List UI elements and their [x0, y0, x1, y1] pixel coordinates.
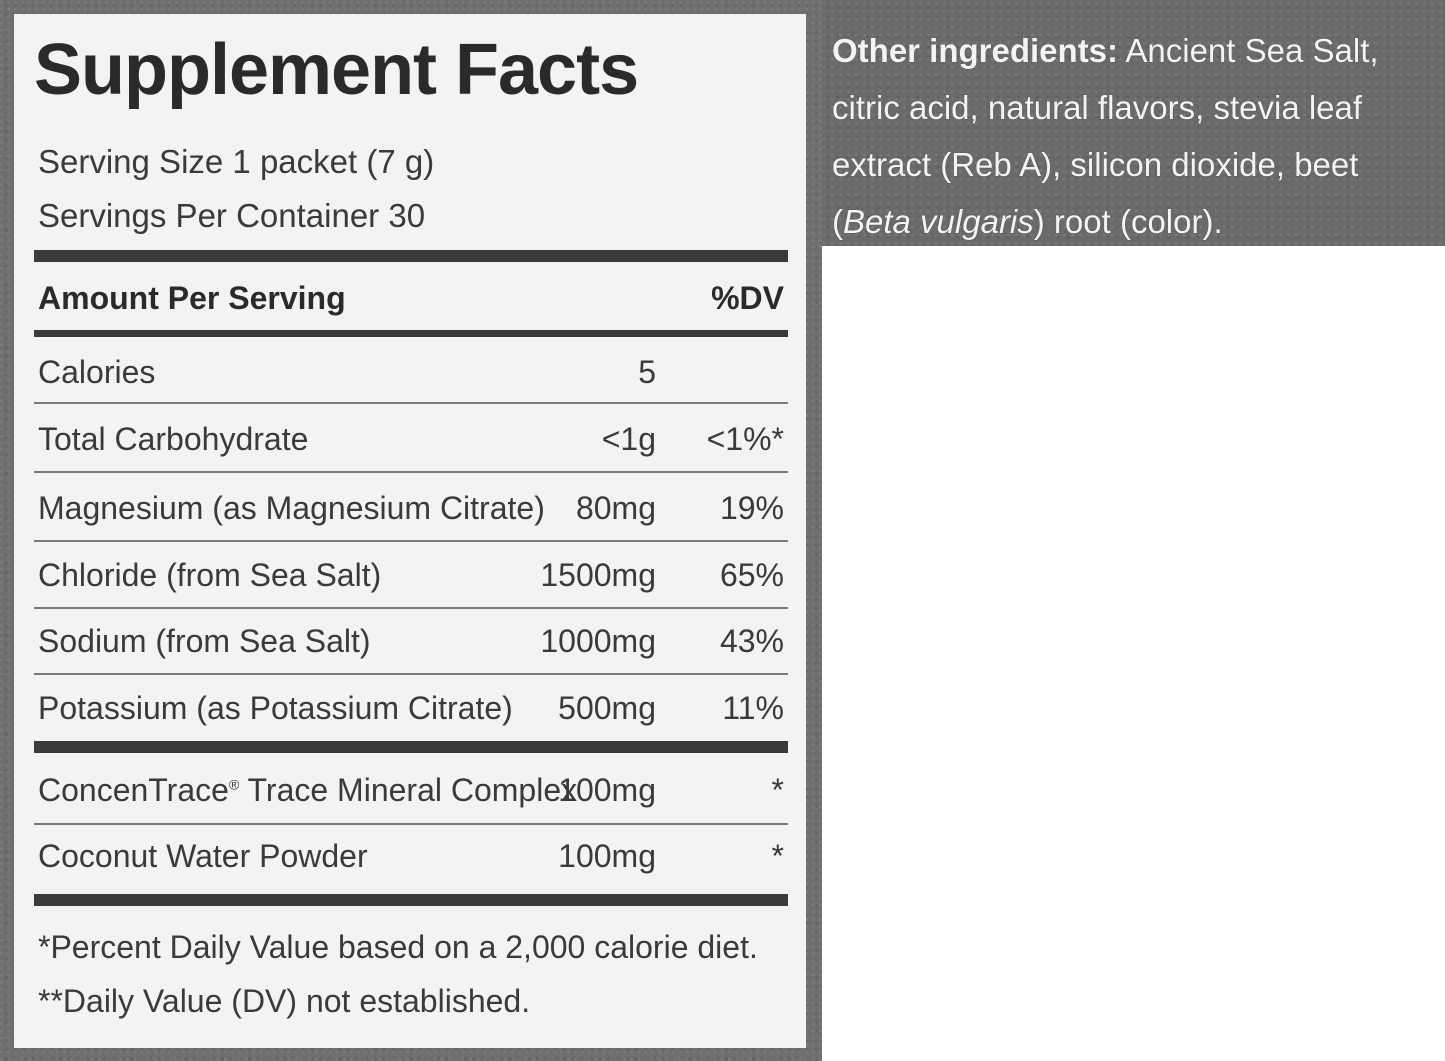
divider-medium	[34, 330, 788, 337]
nutrient-amount: <1g	[601, 421, 656, 457]
nutrient-name: Calories	[38, 354, 156, 390]
right-background	[822, 0, 1445, 246]
nutrient-amount: 80mg	[575, 490, 656, 526]
ingredient-dv: *	[771, 772, 784, 808]
ingredient-name-brand: ConcenTrace	[38, 772, 229, 808]
ingredient-amount: 100mg	[558, 772, 656, 808]
nutrient-name: Sodium (from Sea Salt)	[38, 623, 371, 659]
ingredient-row-coconut-water: Coconut Water Powder 100mg *	[38, 834, 784, 878]
row-divider	[34, 540, 788, 542]
ingredient-amount: 100mg	[558, 838, 656, 874]
row-divider	[34, 471, 788, 473]
nutrient-name: Total Carbohydrate	[38, 421, 309, 457]
divider-thick	[34, 741, 788, 753]
serving-size: Serving Size 1 packet (7 g)	[38, 143, 435, 180]
nutrient-row-calories: Calories 5	[38, 350, 784, 394]
label-title: Supplement Facts	[34, 30, 639, 110]
other-ingredients-label: Other ingredients:	[832, 32, 1119, 69]
nutrient-row-carbohydrate: Total Carbohydrate <1g <1%*	[38, 417, 784, 461]
amount-header: Amount Per Serving	[38, 280, 346, 316]
divider-thick	[34, 250, 788, 262]
nutrient-amount: 1500mg	[540, 557, 656, 593]
other-ingredients-text: Ancient Sea Salt, citric acid, natural f…	[832, 32, 1379, 240]
nutrient-row-potassium: Potassium (as Potassium Citrate) 500mg 1…	[38, 686, 784, 730]
nutrient-row-chloride: Chloride (from Sea Salt) 1500mg 65%	[38, 553, 784, 597]
footnote-percent-dv: *Percent Daily Value based on a 2,000 ca…	[38, 929, 758, 965]
ingredient-name: Coconut Water Powder	[38, 838, 368, 874]
amount-header-row: Amount Per Serving %DV	[38, 276, 784, 320]
other-ingredients-italic: Beta vulgaris	[843, 203, 1034, 240]
row-divider	[34, 402, 788, 404]
dv-header: %DV	[711, 280, 784, 316]
nutrient-dv: <1%*	[706, 421, 784, 457]
row-divider	[34, 823, 788, 825]
other-ingredients: Other ingredients: Ancient Sea Salt, cit…	[832, 22, 1432, 250]
row-divider	[34, 607, 788, 609]
nutrient-row-sodium: Sodium (from Sea Salt) 1000mg 43%	[38, 619, 784, 663]
nutrient-dv: 65%	[719, 557, 784, 593]
ingredient-dv: *	[771, 838, 784, 874]
supplement-facts-panel: Supplement Facts Serving Size 1 packet (…	[14, 14, 806, 1048]
nutrient-name: Chloride (from Sea Salt)	[38, 557, 382, 593]
row-divider	[34, 673, 788, 675]
nutrient-amount: 1000mg	[540, 623, 656, 659]
nutrient-name: Potassium (as Potassium Citrate)	[38, 690, 513, 726]
ingredient-name-rest: Trace Mineral Complex	[239, 772, 578, 808]
nutrient-amount: 500mg	[558, 690, 656, 726]
ingredient-name: ConcenTrace® Trace Mineral Complex	[38, 768, 577, 812]
nutrient-dv: 11%	[722, 690, 784, 726]
nutrient-name: Magnesium (as Magnesium Citrate)	[38, 490, 545, 526]
nutrient-dv: 43%	[719, 623, 784, 659]
registered-mark: ®	[228, 776, 240, 793]
divider-thick	[34, 894, 788, 906]
ingredient-row-concentrace: ConcenTrace® Trace Mineral Complex 100mg…	[38, 768, 784, 812]
nutrient-dv: 19%	[719, 490, 784, 526]
nutrient-row-magnesium: Magnesium (as Magnesium Citrate) 80mg 19…	[38, 486, 784, 530]
servings-per-container: Servings Per Container 30	[38, 197, 426, 234]
other-ingredients-text-end: ) root (color).	[1033, 203, 1223, 240]
footnote-dv-not-established: **Daily Value (DV) not established.	[38, 983, 531, 1019]
nutrient-amount: 5	[638, 354, 656, 390]
